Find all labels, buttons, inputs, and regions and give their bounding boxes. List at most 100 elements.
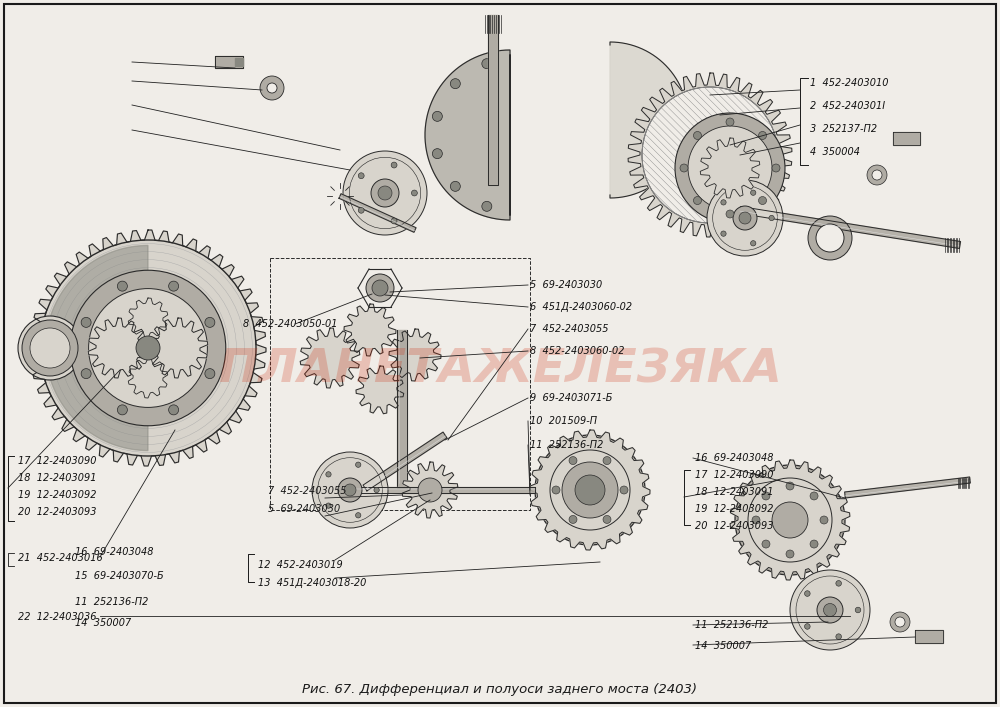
Text: 21  452-2403016: 21 452-2403016 [18,553,103,563]
Circle shape [372,280,388,296]
Polygon shape [128,358,168,398]
Circle shape [688,126,772,210]
Circle shape [117,281,127,291]
Text: 7  452-2403055: 7 452-2403055 [530,324,608,334]
Polygon shape [730,460,850,580]
Text: 10  201509-П: 10 201509-П [530,416,597,426]
Circle shape [136,336,160,360]
Circle shape [890,612,910,632]
Circle shape [205,368,215,379]
Text: 5  69-2403030: 5 69-2403030 [530,280,602,290]
Circle shape [693,132,701,139]
Circle shape [726,118,734,126]
Circle shape [552,486,560,494]
Circle shape [81,368,91,379]
Circle shape [820,516,828,524]
Circle shape [169,281,179,291]
Text: Рис. 67. Дифференциал и полуоси заднего моста (2403): Рис. 67. Дифференциал и полуоси заднего … [302,684,698,696]
Circle shape [356,462,361,467]
Polygon shape [45,245,148,450]
Circle shape [805,591,810,596]
Text: 9  69-2403071-Б: 9 69-2403071-Б [530,393,612,403]
Polygon shape [389,329,441,381]
Text: 14  350007: 14 350007 [75,618,131,628]
Polygon shape [893,132,920,145]
Circle shape [358,173,364,179]
Text: 1  452-2403010: 1 452-2403010 [810,78,889,88]
Circle shape [675,113,785,223]
Circle shape [356,513,361,518]
Polygon shape [488,15,498,185]
Circle shape [89,288,207,407]
Polygon shape [339,194,416,233]
Polygon shape [700,138,760,198]
Circle shape [312,452,388,528]
Circle shape [769,216,774,221]
Polygon shape [344,304,396,356]
Circle shape [366,274,394,302]
Circle shape [786,550,794,558]
Text: 13  451Д-2403018-20: 13 451Д-2403018-20 [258,578,366,588]
Polygon shape [610,42,688,198]
Text: 7  452-2403055: 7 452-2403055 [268,486,347,496]
Text: 17  12-2403090: 17 12-2403090 [18,456,96,466]
Circle shape [721,199,726,205]
Circle shape [358,207,364,214]
Circle shape [569,457,577,464]
Circle shape [482,201,492,211]
Circle shape [748,478,832,562]
Circle shape [205,317,215,327]
Circle shape [603,515,611,523]
Circle shape [344,484,356,496]
Circle shape [450,78,460,88]
Text: 8  452-2403060-02: 8 452-2403060-02 [530,346,624,356]
Text: ПЛАНЕТАЖЕЛЕЗЯКА: ПЛАНЕТАЖЕЛЕЗЯКА [219,348,781,392]
Circle shape [391,162,397,168]
Circle shape [895,617,905,627]
Polygon shape [215,56,243,68]
Circle shape [752,516,760,524]
Circle shape [739,212,751,224]
Text: 20  12-2403093: 20 12-2403093 [18,507,96,517]
Polygon shape [235,58,243,66]
Circle shape [759,197,767,204]
Circle shape [70,270,226,426]
Circle shape [620,486,628,494]
Circle shape [867,165,887,185]
Circle shape [432,148,442,158]
Circle shape [22,320,78,376]
Circle shape [169,405,179,415]
Circle shape [759,132,767,139]
Text: 14  350007: 14 350007 [695,641,751,651]
Circle shape [267,83,277,93]
Polygon shape [88,318,148,378]
Circle shape [707,180,783,256]
Text: 22  12-2403036: 22 12-2403036 [18,612,96,622]
Circle shape [735,465,845,575]
Circle shape [550,450,630,530]
Polygon shape [148,318,208,378]
Circle shape [872,170,882,180]
Circle shape [603,457,611,464]
Circle shape [371,179,399,207]
Circle shape [762,540,770,548]
Text: 18  12-2403091: 18 12-2403091 [695,487,774,497]
Circle shape [721,231,726,236]
Polygon shape [128,298,168,338]
Circle shape [575,475,605,505]
Circle shape [378,186,392,200]
Circle shape [790,570,870,650]
Circle shape [374,487,379,493]
Circle shape [836,580,841,586]
Circle shape [40,240,256,456]
Polygon shape [628,73,792,237]
Polygon shape [915,630,943,643]
Polygon shape [363,432,447,491]
Circle shape [432,111,442,122]
Circle shape [726,210,734,218]
Circle shape [391,218,397,224]
Circle shape [326,503,331,508]
Circle shape [824,604,836,617]
Circle shape [836,634,841,639]
Circle shape [772,502,808,538]
